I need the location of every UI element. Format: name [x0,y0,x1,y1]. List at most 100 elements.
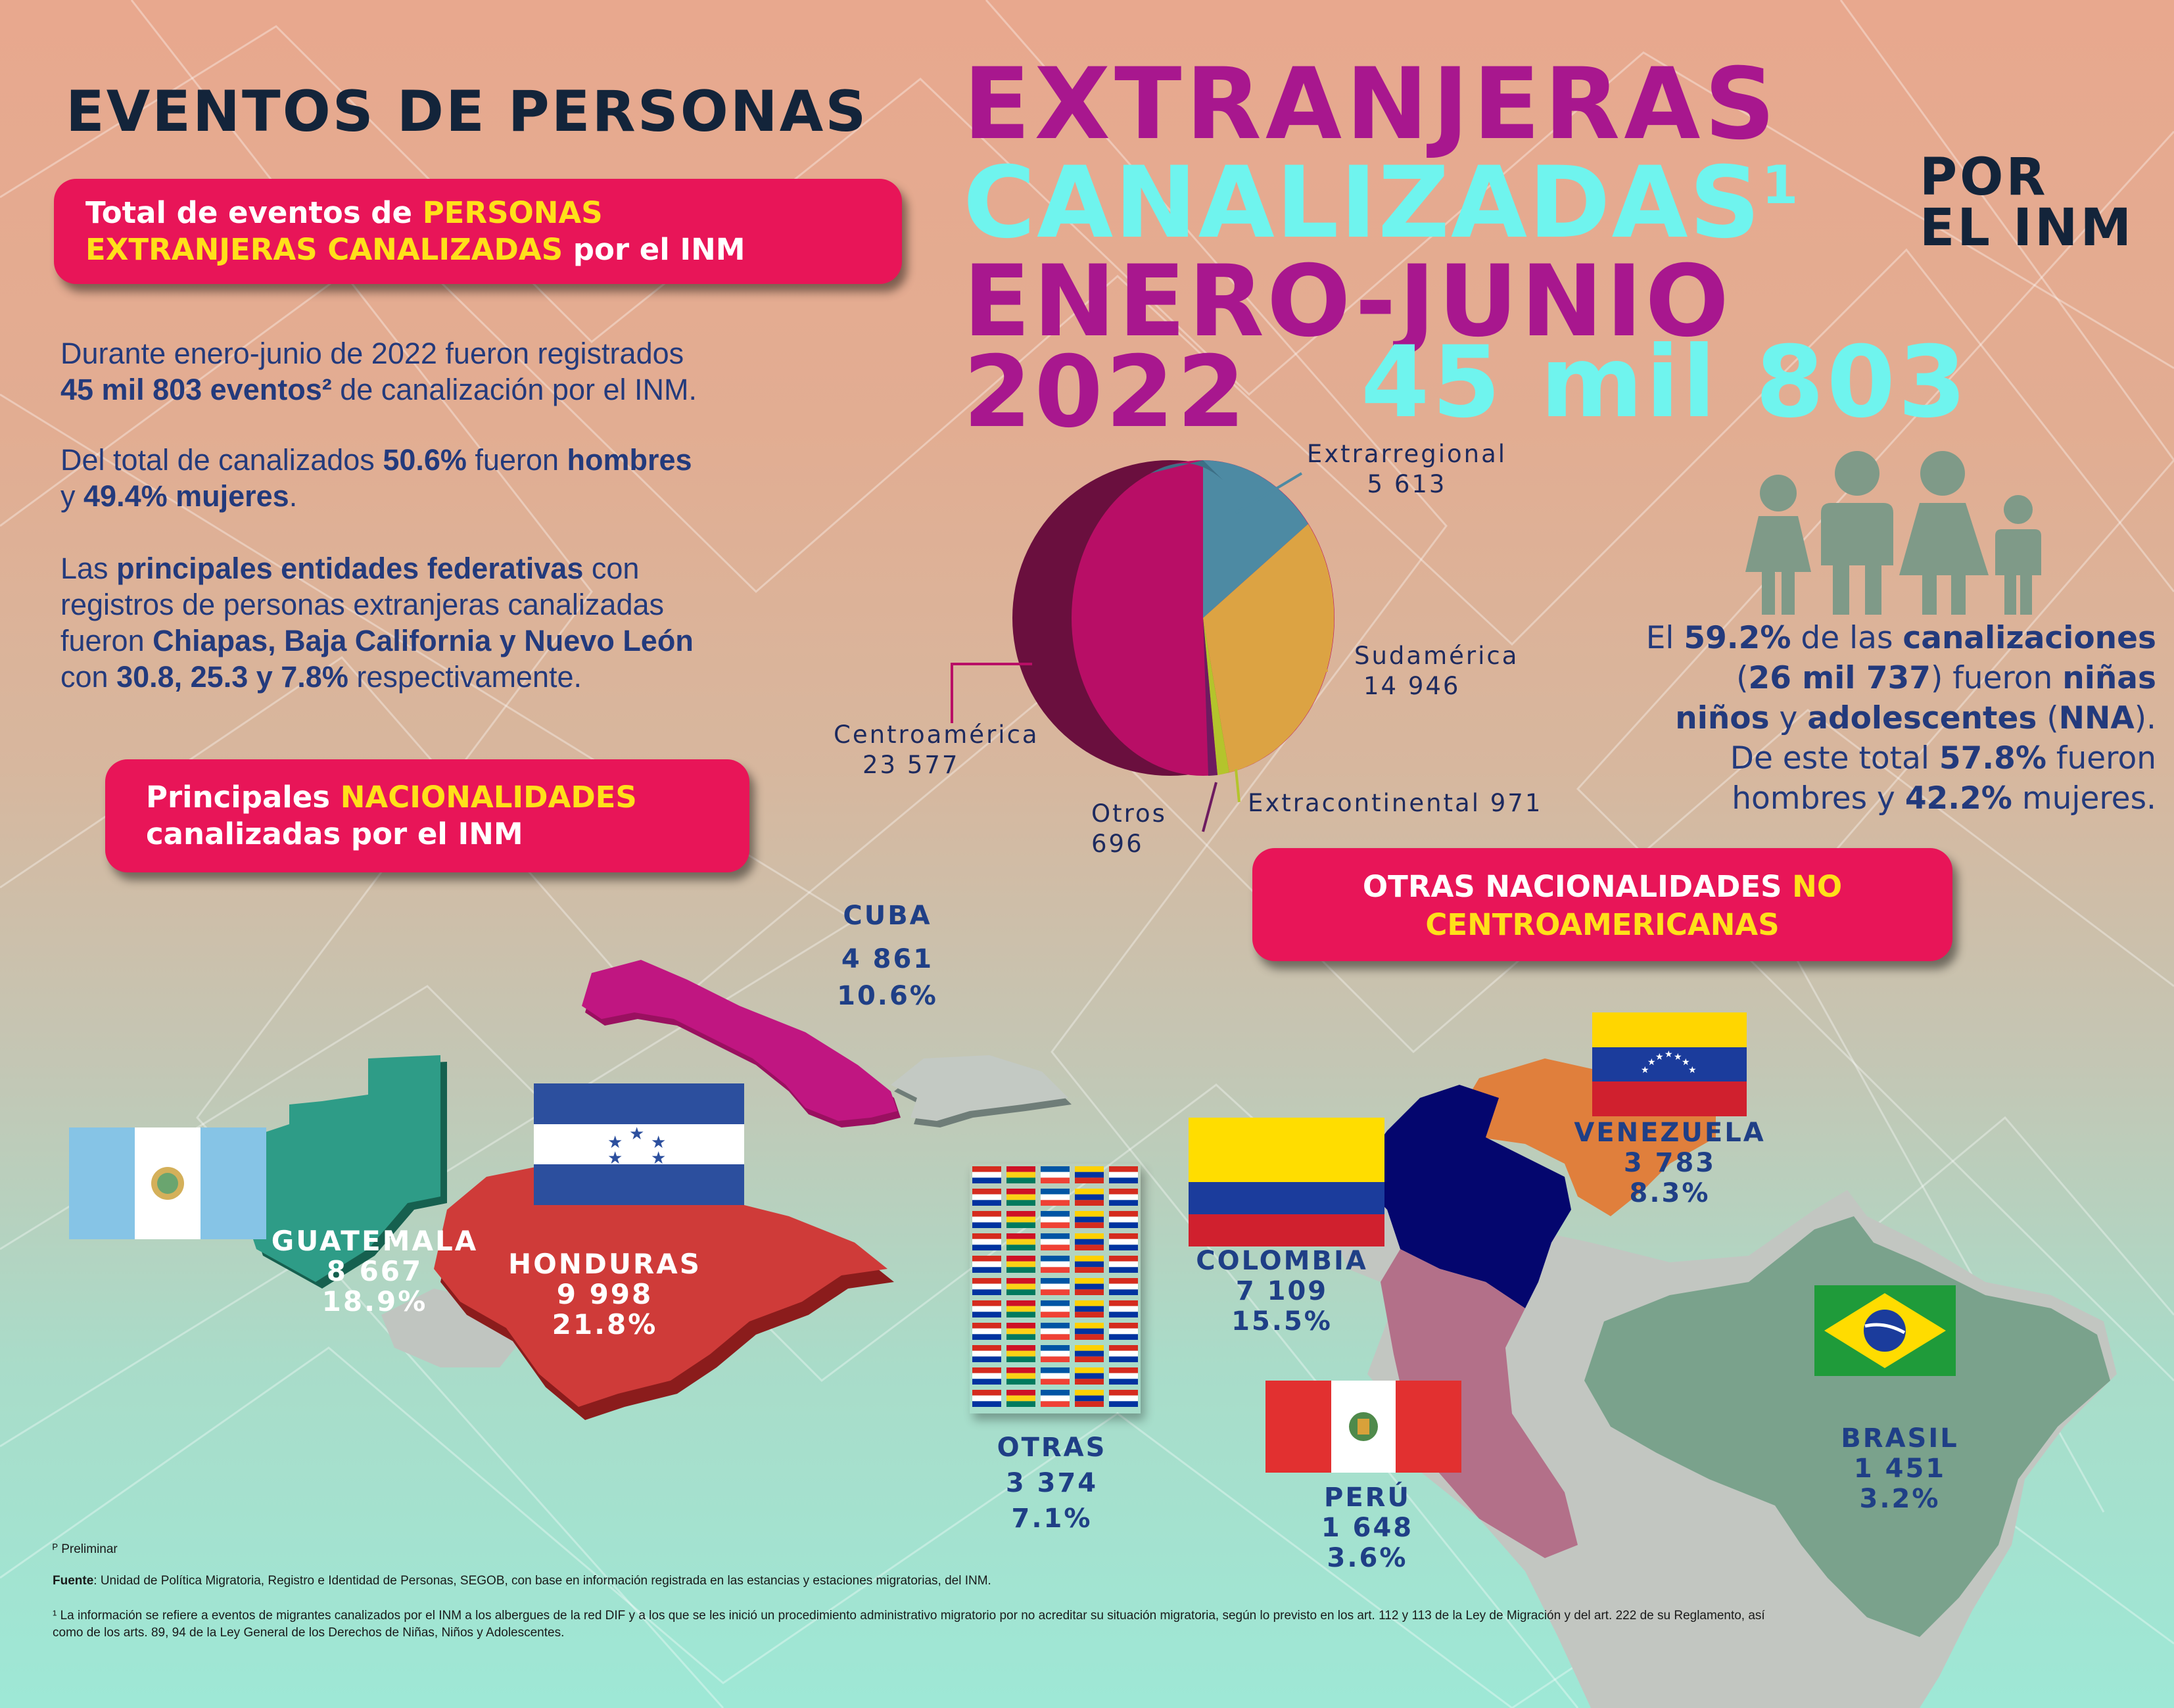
pie-slice-sudamerica [1203,524,1335,772]
mini-flag-stripe [1109,1395,1138,1402]
mini-flag-stripe [1075,1200,1104,1206]
mini-flag-stripe [1006,1312,1035,1317]
mini-flag-stripe [1006,1373,1035,1379]
mini-flag-stripe [1109,1312,1138,1317]
label-venezuela: VENEZUELA 3 783 8.3% [1565,1118,1775,1208]
mini-flag-stripe [1006,1334,1035,1340]
svg-text:★: ★ [1647,1057,1656,1068]
mini-flag-stripe [1041,1300,1070,1306]
mini-flag-stripe [1109,1278,1138,1284]
nna-5c: mujeres. [2012,780,2156,817]
guatemala-value: 8 667 [326,1255,423,1287]
mini-flag-stripe [1041,1211,1070,1217]
pie-chart [1012,460,1335,776]
pill-nac-a: Principales [146,780,341,815]
nna-3d: ( [2037,700,2059,736]
p2-f: 49.4% mujeres [83,479,289,513]
pie-slice-extrarregional [1203,460,1308,618]
mini-flag-stripe [972,1189,1001,1195]
header-el-inm: EL INM [1920,199,2135,258]
p2-d: hombres [567,443,692,477]
mini-flag-stripe [1041,1267,1070,1273]
peru-value: 1 648 [1321,1513,1414,1543]
nna-3e: NNA [2058,700,2135,736]
mini-flag-stripe [1006,1395,1035,1402]
mini-flag-stripe [1041,1177,1070,1183]
svg-text:★: ★ [1682,1057,1690,1068]
mini-flag-stripe [972,1300,1001,1306]
footnote-nota: ¹ La información se refiere a eventos de… [53,1607,2143,1642]
mini-flag-stripe [1006,1177,1035,1183]
mini-flag-stripe [1006,1306,1035,1312]
label-colombia: COLOMBIA 7 109 15.5% [1183,1246,1381,1337]
svg-text:★: ★ [1674,1052,1682,1062]
mini-flag-stripe [1075,1379,1104,1385]
mini-flag-stripe [1109,1328,1138,1335]
svg-text:★: ★ [1688,1065,1697,1076]
centroamerica-label: Centroamérica [834,721,1039,749]
sudamerica-value: 14 946 [1363,672,1461,700]
mini-flag-stripe [1041,1356,1070,1362]
mini-flag-stripe [1041,1216,1070,1223]
p3-e: fueron [60,624,153,657]
mini-flag-stripe [972,1395,1001,1402]
mini-flag-stripe [972,1390,1001,1396]
mini-flag-stripe [1075,1166,1104,1172]
mini-flag-stripe [1006,1345,1035,1351]
svg-text:★: ★ [607,1133,623,1152]
mini-flag-stripe [1075,1256,1104,1262]
mini-flag-stripe [1075,1233,1104,1239]
svg-text:★: ★ [607,1149,623,1168]
mini-flag-stripe [1109,1390,1138,1396]
pill-total-text-c: EXTRANJERAS CANALIZADAS [85,232,563,267]
mini-flag-stripe [1041,1395,1070,1402]
nna-1c: de las [1791,620,1903,656]
colombia-value: 7 109 [1235,1276,1329,1306]
mini-flag-stripe [972,1177,1001,1183]
mini-flag-stripe [1109,1261,1138,1268]
p2-a: Del total de canalizados [60,443,383,477]
sudamerica-label: Sudamérica [1354,642,1519,670]
mini-flag-stripe [1075,1172,1104,1178]
svg-text:★: ★ [1655,1052,1664,1062]
mini-flag-stripe [1041,1200,1070,1206]
mini-flag-stripe [972,1172,1001,1178]
mini-flag-stripe [1075,1194,1104,1200]
mini-flag-stripe [1075,1350,1104,1357]
mini-flag-stripe [1041,1367,1070,1373]
mini-flag-stripe [1075,1356,1104,1362]
otros-value: 696 [1091,830,1144,858]
mini-flag-stripe [1041,1345,1070,1351]
paragraph-nna: El 59.2% de las canalizaciones (26 mil 7… [1512,618,2156,818]
mini-flag-stripe [1075,1289,1104,1295]
peru-shape [1381,1249,1578,1558]
mini-flag-stripe [972,1267,1001,1273]
mini-flag-stripe [1075,1300,1104,1306]
mini-flag-stripe [1075,1283,1104,1290]
mini-flag-stripe [1109,1245,1138,1250]
mini-flag-stripe [1109,1200,1138,1206]
mini-flag-stripe [1006,1194,1035,1200]
mini-flag-stripe [1075,1267,1104,1273]
p3-d: registros de personas extranjeras canali… [60,588,664,621]
mini-flag-stripe [1075,1278,1104,1284]
otras-pct: 7.1% [1011,1504,1093,1534]
label-peru: PERÚ 1 648 3.6% [1302,1483,1433,1573]
footnote-fuente: Fuente: Unidad de Política Migratoria, R… [53,1573,2091,1590]
centroamerica-value: 23 577 [863,751,960,779]
label-guatemala: GUATEMALA 8 667 18.9% [266,1226,483,1317]
nna-3b: y [1769,700,1808,736]
mini-flag-stripe [1041,1350,1070,1357]
mini-flag-stripe [972,1194,1001,1200]
p2-e: y [60,479,84,513]
mini-flag-stripe [1041,1390,1070,1396]
mini-flag-stripe [1075,1328,1104,1335]
p3-b: principales entidades federativas [116,552,584,585]
mini-flag-stripe [1006,1328,1035,1335]
nna-5a: hombres y [1732,780,1905,817]
mini-flag-stripe [1041,1373,1070,1379]
canalizadas-word: CANALIZADAS [963,146,1762,260]
brasil-pct: 3.2% [1859,1484,1941,1514]
mini-flag-stripe [1041,1323,1070,1329]
otras-name: OTRAS [997,1433,1107,1463]
